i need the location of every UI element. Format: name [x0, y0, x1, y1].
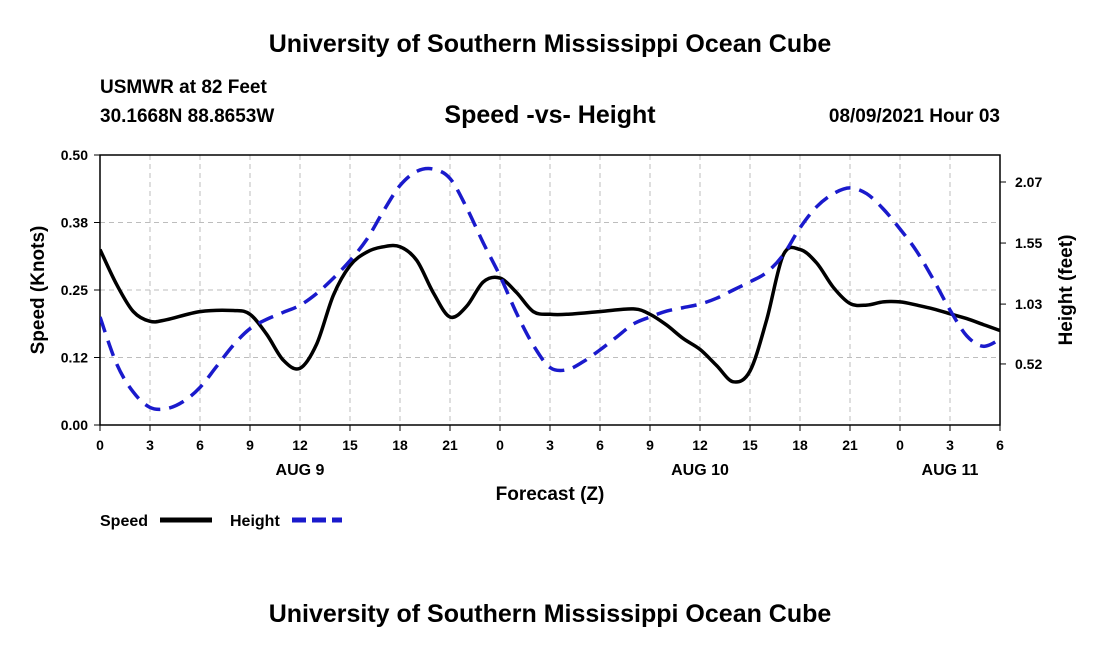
series-line-height	[100, 166, 1000, 412]
x-tick-label: 9	[646, 437, 654, 453]
x-day-label: AUG 11	[922, 462, 979, 479]
y-left-tick-label: 0.12	[61, 350, 88, 366]
y-left-axis-title: Speed (Knots)	[28, 226, 49, 355]
x-tick-label: 6	[196, 437, 204, 453]
x-tick-label: 18	[392, 437, 408, 453]
x-axis-title: Forecast (Z)	[496, 484, 605, 505]
station-name: USMWR at 82 Feet	[100, 77, 267, 98]
x-tick-label: 9	[246, 437, 254, 453]
x-tick-label: 0	[496, 437, 504, 453]
y-right-tick-label: 0.52	[1015, 356, 1042, 372]
x-tick-label: 6	[996, 437, 1004, 453]
x-tick-label: 6	[596, 437, 604, 453]
y-right-tick-label: 1.03	[1015, 296, 1042, 312]
x-tick-label: 12	[292, 437, 308, 453]
x-tick-label: 12	[692, 437, 708, 453]
x-tick-label: 21	[442, 437, 458, 453]
x-day-label: AUG 9	[276, 462, 325, 479]
x-tick-label: 21	[842, 437, 858, 453]
x-tick-label: 3	[546, 437, 554, 453]
y-left-tick-label: 0.00	[61, 417, 88, 433]
x-day-label: AUG 10	[671, 462, 729, 479]
series-line-speed	[100, 243, 1000, 384]
y-left-tick-label: 0.50	[61, 147, 88, 163]
x-tick-label: 15	[742, 437, 758, 453]
station-coordinates: 30.1668N 88.8653W	[100, 106, 275, 127]
y-right-tick-label: 1.55	[1015, 235, 1042, 251]
y-left-tick-label: 0.38	[61, 215, 88, 231]
x-tick-label: 18	[792, 437, 808, 453]
forecast-datetime: 08/09/2021 Hour 03	[828, 106, 1000, 127]
y-left-tick-label: 0.25	[61, 282, 88, 298]
page-title: University of Southern Mississippi Ocean…	[268, 30, 832, 58]
legend-label-height: Height	[230, 513, 280, 530]
x-tick-label: 3	[946, 437, 954, 453]
legend-label-speed: Speed	[100, 513, 148, 530]
x-tick-label: 3	[146, 437, 154, 453]
x-tick-label: 15	[342, 437, 358, 453]
x-tick-label: 0	[896, 437, 904, 453]
x-tick-label: 0	[96, 437, 104, 453]
chart-subtitle: Speed -vs- Height	[444, 101, 656, 129]
y-right-tick-label: 2.07	[1015, 174, 1042, 190]
footer-title: University of Southern Mississippi Ocean…	[268, 600, 832, 628]
y-right-axis-title: Height (feet)	[1056, 235, 1077, 346]
